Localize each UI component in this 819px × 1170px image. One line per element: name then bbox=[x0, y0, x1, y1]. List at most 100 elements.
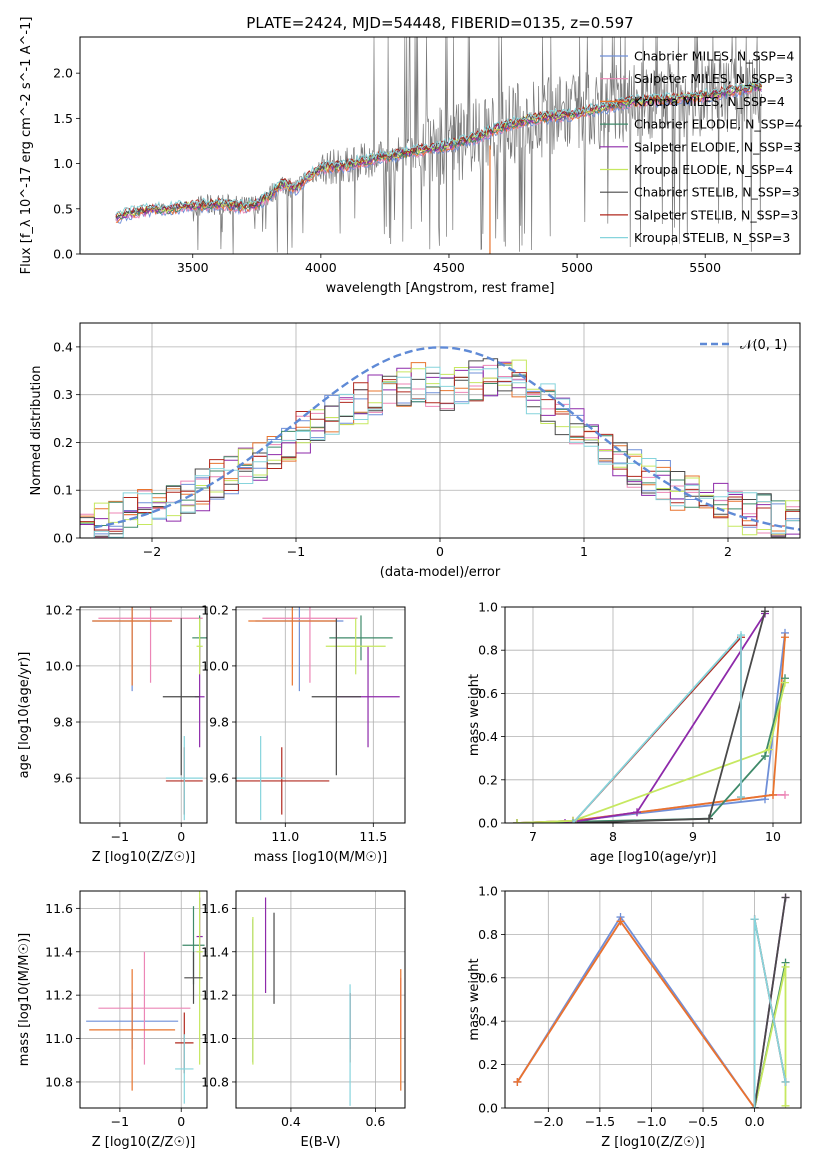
y-tick-label: 9.6 bbox=[209, 771, 229, 786]
plot-area bbox=[513, 893, 790, 1108]
y-tick-label: 11.0 bbox=[45, 1031, 73, 1046]
legend-label-salpeter-elodie: Salpeter ELODIE, N_SSP=3 bbox=[634, 139, 801, 154]
legend-label-kroupa-stelib: Kroupa STELIB, N_SSP=3 bbox=[634, 230, 790, 245]
massweight-marker-chabrier-stelib bbox=[781, 893, 790, 902]
plot-area bbox=[80, 346, 800, 538]
y-tick-label: 10.8 bbox=[201, 1074, 229, 1089]
x-tick-label: −1.5 bbox=[585, 1114, 615, 1129]
x-tick-label: 0 bbox=[177, 1114, 185, 1129]
histogram-kroupa-stelib bbox=[80, 366, 800, 538]
x-axis-label: Z [log10(Z/Z☉)] bbox=[92, 1135, 196, 1150]
y-tick-label: 0.0 bbox=[478, 816, 498, 831]
plot-area bbox=[513, 607, 789, 823]
x-axis-label: wavelength [Angstrom, rest frame] bbox=[326, 281, 555, 296]
x-axis-label: mass [log10(M/M☉)] bbox=[254, 850, 387, 865]
y-axis-label: Flux [f_λ 10^-17 erg cm^-2 s^-1 A^-1] bbox=[19, 17, 34, 275]
y-tick-label: 9.8 bbox=[209, 715, 229, 730]
massweight-marker-salpeter-miles bbox=[781, 790, 789, 799]
panel-spectrum: 3500 4000 4500 5000 5500 0.0 0.5 1.0 1.5 2.0 wavel… bbox=[19, 17, 803, 296]
y-tick-label: 0.1 bbox=[53, 483, 73, 498]
y-tick-label: 0.8 bbox=[478, 927, 498, 942]
x-tick-label: 0 bbox=[177, 829, 185, 844]
x-tick-label: 1 bbox=[580, 544, 588, 559]
massweight-marker-kroupa-stelib bbox=[737, 793, 745, 802]
axes-frame bbox=[79, 36, 801, 255]
massweight-marker-kroupa-elodie bbox=[781, 1101, 790, 1108]
y-tick-label: 10.2 bbox=[45, 602, 73, 617]
y-tick-label: 0.5 bbox=[53, 201, 73, 216]
x-tick-label: 5500 bbox=[689, 260, 721, 275]
legend-label-chabrier-elodie: Chabrier ELODIE, N_SSP=4 bbox=[634, 117, 803, 132]
massweight-line-chabrier-miles bbox=[516, 915, 756, 1108]
x-tick-label: 2 bbox=[724, 544, 732, 559]
massweight-marker-kroupa-stelib bbox=[781, 1077, 790, 1086]
y-tick-label: 0.6 bbox=[478, 686, 498, 701]
axes-frame bbox=[235, 890, 406, 1109]
y-tick-label: 0.4 bbox=[478, 729, 498, 744]
y-tick-label: 0.8 bbox=[478, 643, 498, 658]
massweight-marker-salpeter-elodie bbox=[633, 808, 641, 817]
massweight-marker-kroupa-miles bbox=[769, 790, 777, 799]
y-axis-label: mass [log10(M/M☉)] bbox=[17, 933, 32, 1066]
y-tick-label: 9.8 bbox=[53, 715, 73, 730]
massweight-marker-kroupa-elodie bbox=[513, 819, 521, 823]
y-tick-label: 0.0 bbox=[53, 247, 73, 262]
y-tick-label: 2.0 bbox=[53, 66, 73, 81]
massweight-line-kroupa-miles bbox=[516, 637, 786, 823]
y-tick-label: 11.2 bbox=[201, 988, 229, 1003]
y-tick-label: 0.0 bbox=[53, 531, 73, 546]
legend-label-kroupa-elodie: Kroupa ELODIE, N_SSP=4 bbox=[634, 162, 793, 177]
plot-area bbox=[115, 37, 763, 254]
legend-label-kroupa-miles: Kroupa MILES, N_SSP=4 bbox=[634, 94, 785, 109]
x-tick-label: 11.0 bbox=[271, 829, 299, 844]
y-tick-label: 1.5 bbox=[53, 111, 73, 126]
model-line-salpeter-stelib bbox=[115, 82, 762, 218]
y-tick-label: 1.0 bbox=[53, 156, 73, 171]
massweight-line-chabrier-miles bbox=[516, 632, 786, 823]
x-tick-label: −0.5 bbox=[688, 1114, 718, 1129]
y-tick-label: 10.0 bbox=[45, 658, 73, 673]
y-tick-label: 0.4 bbox=[478, 1014, 498, 1029]
legend-label-salpeter-stelib: Salpeter STELIB, N_SSP=3 bbox=[634, 207, 798, 222]
plot-area bbox=[236, 607, 400, 821]
massweight-marker-kroupa-elodie bbox=[781, 962, 790, 971]
y-tick-label: 0.4 bbox=[53, 339, 73, 354]
y-tick-label: 0.2 bbox=[478, 772, 498, 787]
x-tick-label: 4000 bbox=[305, 260, 337, 275]
massweight-marker-kroupa-stelib bbox=[569, 819, 577, 823]
panel-age-vs-mass: 11.0 11.5 9.6 9.8 10.0 10.2 mass [log10(M/M☉)] bbox=[201, 602, 406, 865]
plot-area bbox=[92, 607, 207, 821]
axes-frame bbox=[504, 606, 802, 824]
y-axis-label: age [log10(age/yr)] bbox=[17, 652, 32, 779]
x-tick-label: 4500 bbox=[433, 260, 465, 275]
axes-frame bbox=[79, 606, 208, 824]
x-tick-label: −1 bbox=[287, 544, 305, 559]
x-tick-label: 0.0 bbox=[745, 1114, 765, 1129]
x-axis-label: (data-model)/error bbox=[380, 565, 501, 580]
x-tick-label: 0.4 bbox=[281, 1114, 301, 1129]
y-tick-label: 0.2 bbox=[53, 435, 73, 450]
y-tick-label: 0.2 bbox=[478, 1057, 498, 1072]
x-tick-label: −2 bbox=[143, 544, 161, 559]
massweight-marker-kroupa-elodie bbox=[765, 745, 773, 754]
x-tick-label: 7 bbox=[529, 829, 537, 844]
plot-area bbox=[86, 891, 205, 1104]
legend-label-salpeter-miles: Salpeter MILES, N_SSP=3 bbox=[634, 71, 793, 86]
x-tick-label: 3500 bbox=[177, 260, 209, 275]
model-line-kroupa-stelib bbox=[115, 80, 762, 217]
x-axis-label: Z [log10(Z/Z☉)] bbox=[92, 850, 196, 865]
legend-label-normal: 𝒩(0, 1) bbox=[740, 338, 787, 353]
model-line-chabrier-stelib bbox=[115, 80, 762, 218]
panel-massweight-vs-z: −2.0 −1.5 −1.0 −0.5 0.0 0.0 0.2 0.4 0.6 0.8 1.0 Z [… bbox=[467, 884, 802, 1150]
massweight-marker-kroupa-stelib bbox=[750, 915, 759, 924]
y-tick-label: 10.0 bbox=[201, 658, 229, 673]
y-axis-label: mass weight bbox=[467, 958, 482, 1040]
x-tick-label: 0 bbox=[436, 544, 444, 559]
massweight-marker-kroupa-miles bbox=[781, 633, 789, 642]
x-tick-label: −2.0 bbox=[533, 1114, 563, 1129]
x-axis-label: age [log10(age/yr)] bbox=[590, 850, 717, 865]
x-tick-label: −1 bbox=[111, 1114, 129, 1129]
y-tick-label: 1.0 bbox=[478, 884, 498, 899]
x-tick-label: 10 bbox=[765, 829, 781, 844]
